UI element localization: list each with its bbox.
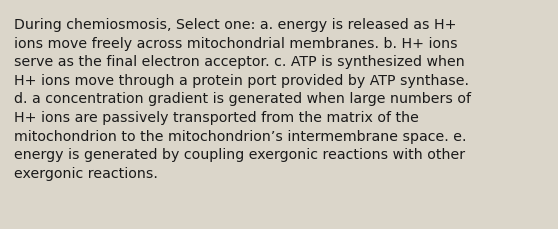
Text: During chemiosmosis, Select one: a. energy is released as H+
ions move freely ac: During chemiosmosis, Select one: a. ener… — [14, 18, 471, 180]
